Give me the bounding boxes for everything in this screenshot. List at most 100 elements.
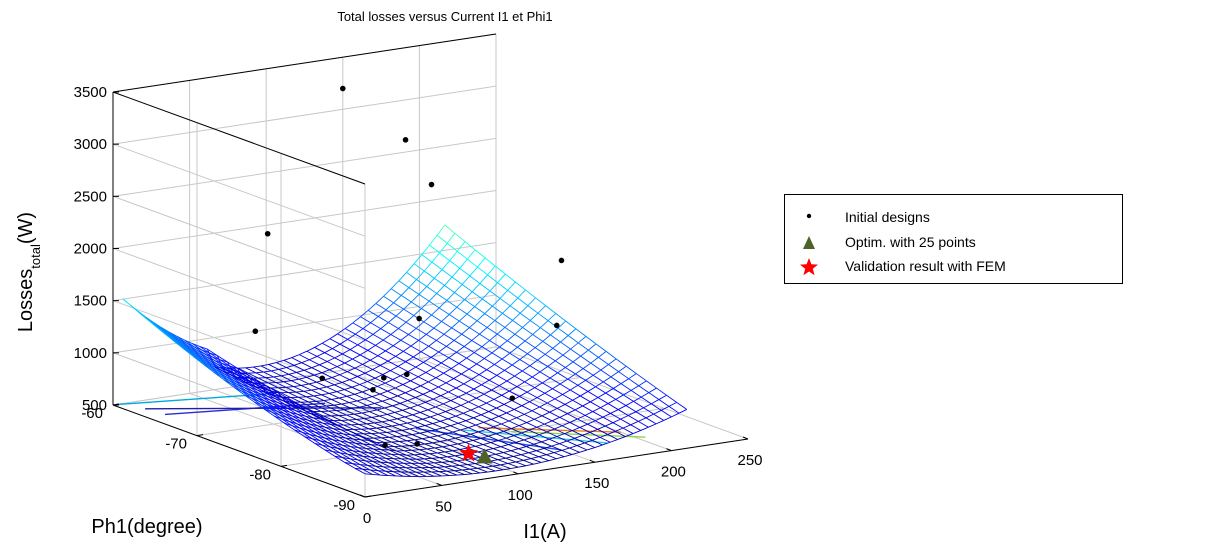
surface-mesh-line — [444, 224, 456, 234]
surface-mesh-line — [293, 364, 305, 371]
surface-mesh-line — [446, 242, 458, 252]
surface-mesh-line — [559, 413, 568, 418]
surface-mesh-line — [507, 281, 516, 291]
surface-mesh-line — [249, 378, 261, 386]
surface-mesh-line — [322, 444, 333, 452]
surface-mesh-line — [354, 391, 363, 395]
surface-mesh-line — [362, 388, 370, 393]
surface-mesh-line — [378, 457, 389, 464]
surface-mesh-line — [349, 376, 358, 381]
surface-mesh-line — [524, 410, 533, 415]
surface-mesh-line — [335, 424, 347, 430]
surface-mesh-line — [572, 361, 584, 369]
initial-design-point — [414, 441, 420, 447]
surface-mesh-line — [549, 377, 561, 385]
surface-mesh-line — [218, 372, 230, 381]
surface-mesh-line — [461, 333, 473, 341]
surface-mesh-line — [362, 455, 371, 458]
surface-mesh-line — [511, 428, 522, 434]
surface-mesh-line — [409, 445, 420, 451]
surface-mesh-line — [269, 399, 281, 407]
surface-mesh-line — [314, 372, 322, 376]
surface-mesh-line — [402, 407, 411, 411]
surface-mesh-line — [395, 384, 404, 389]
z-tick-label: 1500 — [74, 293, 107, 310]
surface-mesh-line — [366, 403, 375, 406]
surface-mesh-line — [199, 346, 211, 354]
surface-mesh-line — [257, 389, 268, 397]
surface-mesh-line — [473, 414, 482, 419]
surface-mesh-line — [513, 456, 524, 461]
surface-mesh-line — [446, 292, 455, 301]
surface-mesh-line — [445, 433, 456, 439]
surface-mesh-line — [491, 415, 500, 420]
surface-mesh-line — [526, 443, 535, 447]
surface-mesh-line — [462, 469, 473, 475]
surface-mesh-line — [272, 392, 284, 398]
surface-mesh-line — [439, 456, 448, 459]
surface-mesh-line — [372, 334, 384, 341]
surface-mesh-line — [559, 383, 571, 391]
surface-mesh-line — [440, 362, 452, 369]
surface-mesh-line — [462, 435, 474, 441]
surface-mesh-line — [478, 429, 487, 433]
surface-mesh-line — [219, 366, 230, 375]
surface-mesh-line — [468, 424, 477, 429]
surface-mesh-line — [464, 459, 476, 464]
surface-mesh-line — [334, 455, 346, 463]
surface-mesh-line — [519, 396, 530, 403]
surface-mesh-line — [376, 426, 385, 429]
surface-mesh-line — [265, 391, 276, 398]
surface-mesh-line — [527, 347, 536, 355]
surface-mesh-line — [352, 450, 364, 457]
surface-mesh-line — [375, 295, 384, 304]
surface-mesh-line — [441, 461, 453, 467]
surface-mesh-line — [309, 359, 320, 366]
surface-mesh-line — [542, 382, 553, 390]
surface-mesh-line — [448, 306, 458, 315]
surface-mesh-line — [451, 320, 460, 329]
surface-mesh-line — [378, 316, 389, 323]
surface-mesh-line — [443, 403, 454, 409]
surface-mesh-line — [411, 434, 423, 440]
surface-mesh-line — [403, 462, 414, 469]
surface-mesh-line — [351, 406, 360, 409]
x-tick — [359, 494, 366, 498]
surface-mesh-line — [426, 462, 437, 468]
surface-mesh-line — [342, 444, 354, 452]
surface-mesh-line — [565, 320, 577, 330]
surface-mesh-line — [600, 403, 609, 409]
surface-mesh-line — [605, 351, 617, 360]
surface-mesh-line — [327, 442, 338, 449]
surface-mesh-line — [347, 333, 356, 340]
surface-mesh-line — [495, 433, 507, 439]
surface-mesh-line — [428, 377, 437, 383]
surface-mesh-line — [377, 350, 386, 357]
surface-mesh-line — [430, 413, 439, 418]
surface-mesh-line — [534, 341, 544, 349]
surface-mesh-line — [249, 386, 261, 395]
surface-mesh-line — [306, 347, 315, 352]
surface-mesh-line — [360, 309, 369, 318]
surface-mesh-line — [384, 425, 393, 428]
surface-mesh-line — [293, 384, 302, 387]
surface-mesh-line — [398, 467, 409, 473]
surface-mesh-line — [158, 327, 169, 336]
surface-mesh-line — [556, 456, 565, 460]
surface-mesh-line — [352, 354, 361, 360]
surface-mesh-line — [511, 359, 521, 366]
surface-mesh-line — [176, 340, 187, 349]
surface-mesh-line — [552, 341, 561, 349]
surface-mesh-line — [188, 346, 200, 354]
surface-mesh-line — [514, 333, 526, 342]
surface-mesh-line — [435, 377, 447, 384]
surface-mesh-line — [536, 426, 548, 433]
surface-mesh-line — [484, 313, 496, 321]
surface-mesh-line — [618, 365, 627, 372]
surface-mesh-line — [504, 327, 516, 335]
surface-mesh-line — [405, 389, 414, 394]
y-tick — [280, 464, 288, 467]
surface-mesh-line — [510, 448, 519, 452]
surface-mesh-line — [357, 339, 366, 346]
surface-mesh-line — [326, 357, 335, 362]
